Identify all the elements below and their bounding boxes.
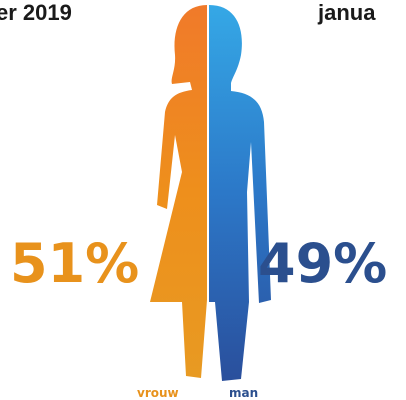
female-silhouette [150,5,207,378]
female-share: 51% [10,232,139,295]
male-label: man [229,386,258,400]
header-right: janua [317,0,376,25]
male-silhouette [209,5,271,381]
female-label: vrouw [137,386,179,400]
header-left: er 2019 [0,0,72,25]
male-share: 49% [258,232,387,295]
